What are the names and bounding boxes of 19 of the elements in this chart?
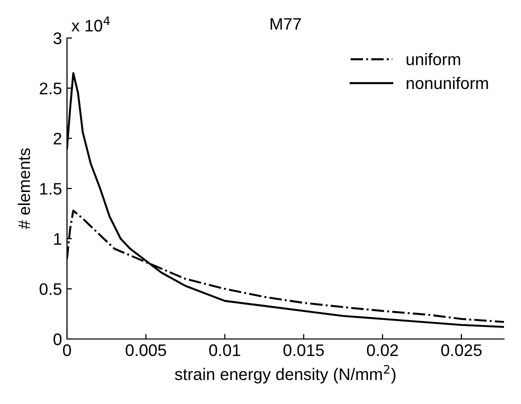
- y-axis-title: # elements: [18, 148, 30, 230]
- x-tick-label: 0: [63, 344, 71, 356]
- y-tick-label: 0: [54, 333, 62, 346]
- y-tick-label: 2: [54, 132, 62, 144]
- y-tick-label: 3: [54, 32, 62, 44]
- y-tick-label: 2.5: [40, 82, 62, 94]
- text: x 10$^{4}$: [72, 16, 110, 32]
- x-tick-label: 0.015: [283, 344, 324, 356]
- x-axis-title: strain energy density (N/mm$^{2}$): [174, 364, 396, 384]
- x-tick-label: 0.005: [126, 344, 166, 356]
- chart-title: M77: [270, 18, 301, 30]
- x-tick-label: 0.025: [441, 344, 482, 356]
- x-tick-label: 0.02: [366, 344, 398, 356]
- y-tick-label: 1: [54, 233, 62, 245]
- x-tick-label: 0.01: [209, 344, 240, 356]
- legend-label: nonuniform: [406, 76, 488, 90]
- y-tick-label: 0.5: [40, 283, 62, 296]
- y-tick-label: 1.5: [40, 183, 62, 195]
- legend-label: uniform: [406, 53, 460, 66]
